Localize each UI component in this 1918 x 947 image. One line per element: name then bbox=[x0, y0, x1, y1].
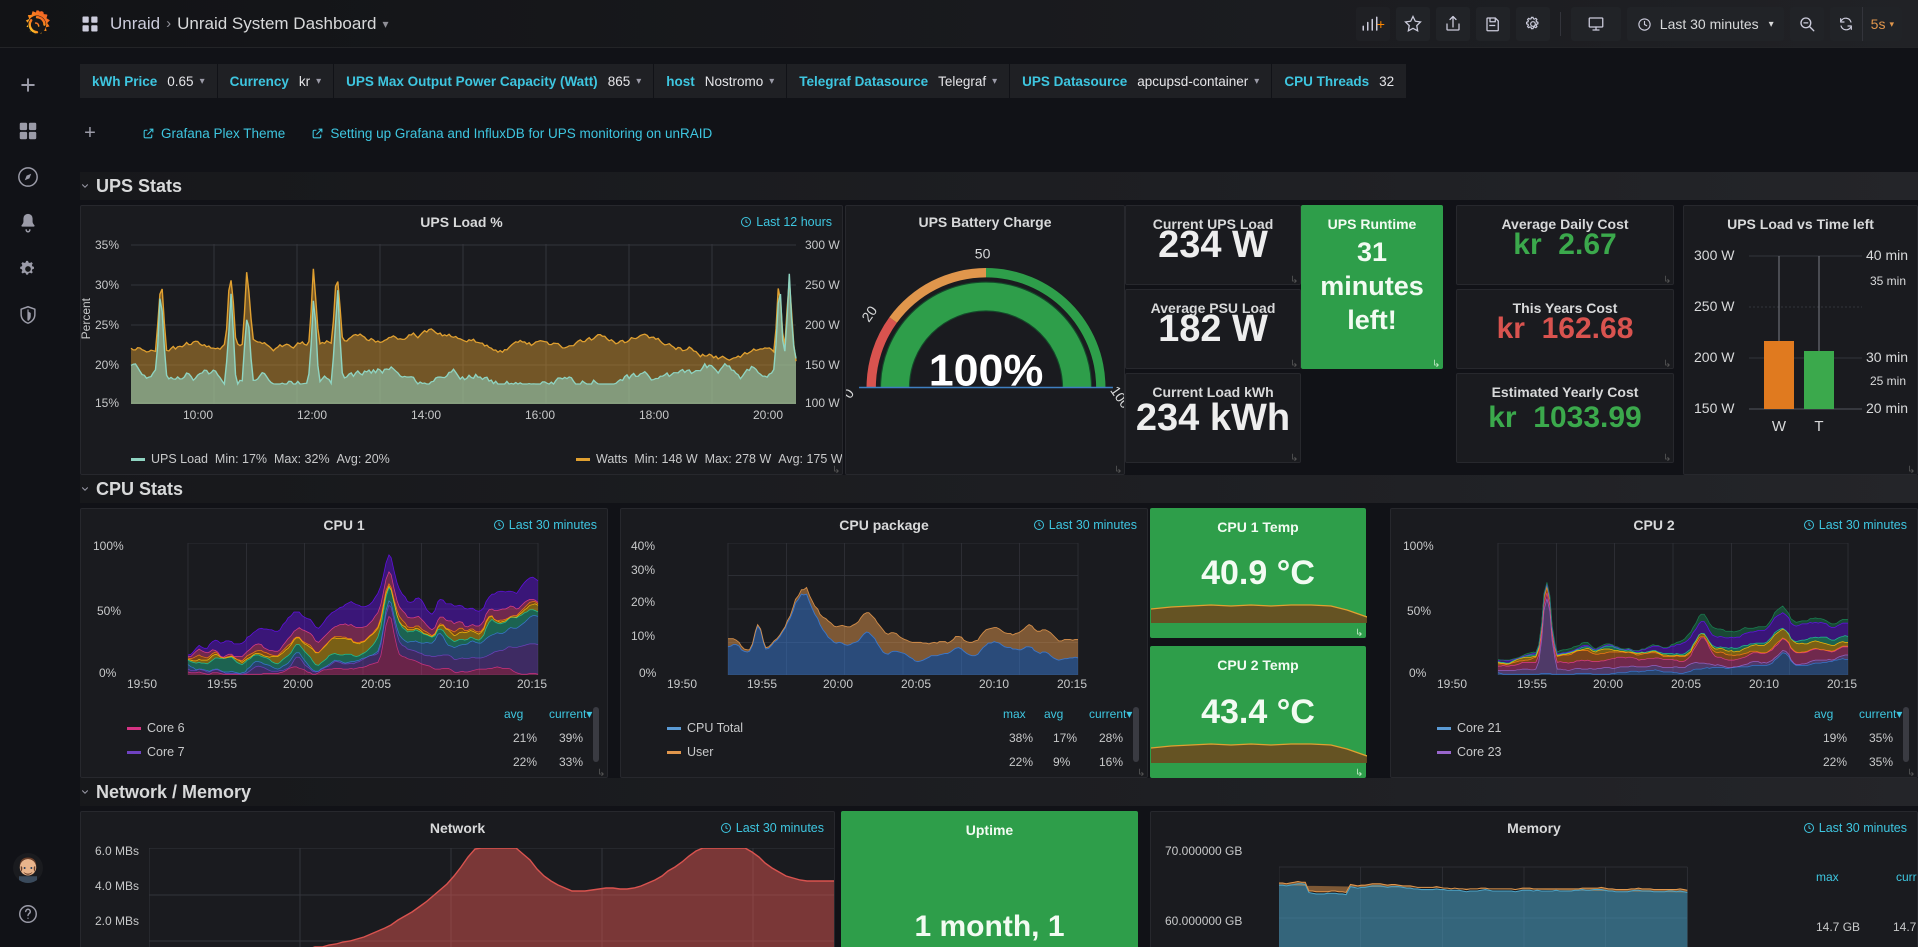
svg-text:35 min: 35 min bbox=[1870, 274, 1906, 288]
svg-text:20: 20 bbox=[858, 303, 880, 325]
svg-text:40 min: 40 min bbox=[1866, 247, 1908, 263]
svg-text:W: W bbox=[1772, 418, 1787, 435]
svg-text:T: T bbox=[1814, 418, 1823, 435]
svg-text:100%: 100% bbox=[929, 346, 1044, 396]
svg-text:25 min: 25 min bbox=[1870, 374, 1906, 388]
svg-text:150 W: 150 W bbox=[1694, 400, 1735, 416]
svg-text:20 min: 20 min bbox=[1866, 400, 1908, 416]
svg-text:0: 0 bbox=[846, 386, 857, 402]
svg-text:30 min: 30 min bbox=[1866, 349, 1908, 365]
svg-text:50: 50 bbox=[975, 246, 991, 262]
svg-text:250 W: 250 W bbox=[1694, 298, 1735, 314]
svg-text:200 W: 200 W bbox=[1694, 349, 1735, 365]
svg-text:300 W: 300 W bbox=[1694, 247, 1735, 263]
